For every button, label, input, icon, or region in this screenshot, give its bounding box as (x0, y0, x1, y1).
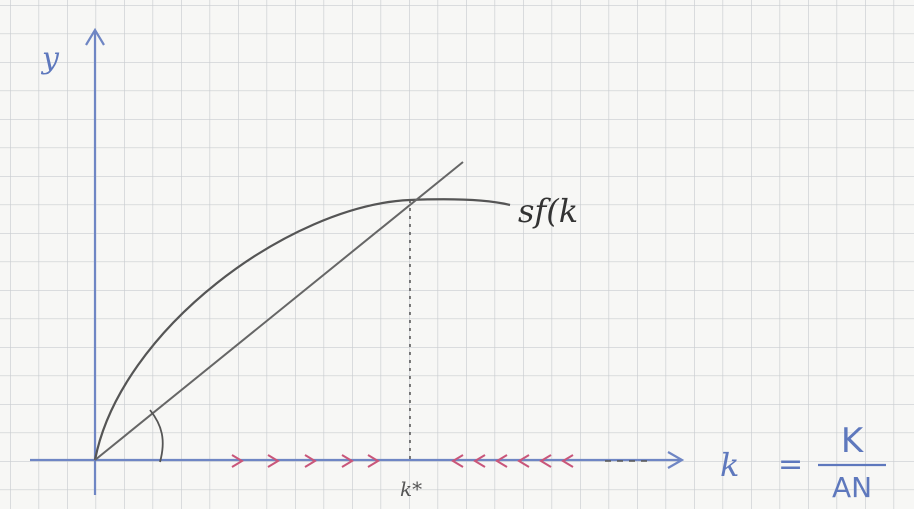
x-label: k (720, 446, 739, 484)
grid (0, 0, 914, 509)
steady-state-label: k* (400, 477, 422, 501)
numerator: K (841, 421, 865, 461)
denominator: AN (832, 471, 872, 504)
curve-label: sf(k (518, 192, 578, 230)
y-label: y (40, 41, 60, 76)
equals-sign: = (778, 447, 803, 482)
page: {"axes": {"y_label": "y", "x_label": "k"… (0, 0, 914, 509)
diagram: y sf(k k* k = K AN (0, 0, 914, 509)
